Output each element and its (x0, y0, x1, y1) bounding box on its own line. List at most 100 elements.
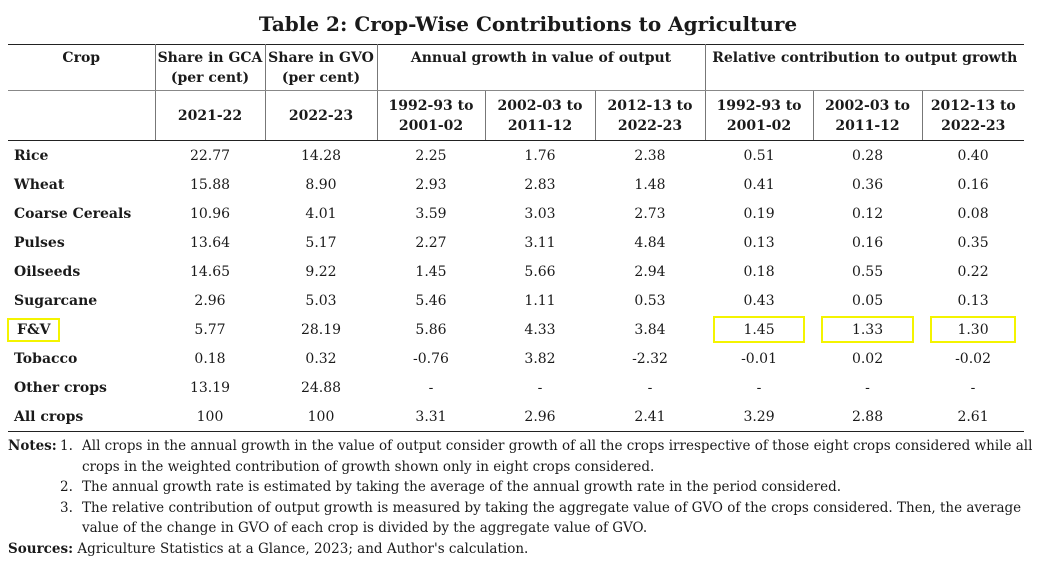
crop-name-cell: F&V (7, 315, 155, 344)
value-cell-g1: 2.27 (415, 234, 447, 251)
value-cell-r2: 0.05 (851, 292, 884, 309)
crop-name-cell: Pulses (14, 234, 65, 251)
value-cell-r1: -0.01 (741, 350, 777, 367)
header-year-gca: 2021-22 (154, 90, 265, 141)
header-contrib-period-1: 1992-93 to 2001-02 (704, 90, 814, 141)
value-cell-r1: 0.18 (743, 263, 775, 280)
value-cell-r2: 0.02 (851, 350, 884, 367)
note-2: 2. The annual growth rate is estimated b… (8, 477, 1038, 498)
notes: Notes: 1. All crops in the annual growth… (8, 436, 1038, 559)
header-contrib-period-2: 2002-03 to 2011-12 (812, 90, 923, 141)
value-cell-r1: 0.41 (743, 176, 775, 193)
header-growth-period-2: 2002-03 to 2011-12 (484, 90, 595, 141)
value-cell-gca: 100 (155, 402, 265, 432)
value-cell-gca: 10.96 (189, 205, 231, 222)
note-number: 1. (60, 438, 73, 454)
table-row: Tobacco 0.18 0.32 -0.76 3.82 -2.32 -0.01 0.02 -0… (8, 344, 1024, 373)
table-row: All crops 100 100 3.31 2.96 2.41 3.29 2.88 2.61 (8, 402, 1025, 432)
header-growth-period-3: 2012-13 to 2022-23 (594, 90, 706, 141)
value-cell-g2: 3.11 (524, 234, 556, 251)
highlight-fv-label: F&V (7, 317, 61, 342)
value-cell-g1: 2.93 (415, 176, 447, 193)
value-cell-g3: - (647, 379, 653, 396)
value-cell-r2: - (865, 379, 870, 396)
value-cell-r1: 0.19 (743, 205, 775, 222)
value-cell-r2: 0.28 (851, 147, 884, 164)
header-annual-growth: Annual growth in value of output (376, 44, 706, 91)
table-row: Oilseeds 14.65 9.22 1.45 5.66 2.94 0.18 0.55 0.2… (8, 257, 1024, 286)
value-cell-g3: 2.41 (595, 402, 706, 432)
value-cell-r1: 1.45 (743, 321, 775, 338)
table-title: Table 2: Crop-Wise Contributions to Agri… (258, 12, 798, 36)
header-crop: Crop (8, 44, 155, 91)
value-cell-gca: 5.77 (194, 321, 226, 338)
note-text: The annual growth rate is estimated by t… (82, 479, 842, 495)
value-cell-g3: 1.48 (634, 176, 666, 193)
value-cell-r3: 0.22 (957, 263, 989, 280)
header-row-1: Crop Share in GCA (per cent) Share in GV… (8, 44, 1025, 91)
value-cell-r2: 0.55 (851, 263, 884, 280)
notes-label: Notes: (8, 438, 57, 454)
value-cell-g3: 3.84 (634, 321, 666, 338)
value-cell-g2: 3.82 (524, 350, 556, 367)
crop-name-cell: All crops (8, 402, 155, 432)
value-cell-g1: 5.86 (415, 321, 447, 338)
header-share-gvo: Share in GVO (per cent) (264, 44, 377, 91)
table-row: Other crops 13.19 24.88 - - - - - - (8, 373, 1024, 402)
document: Table 2: Crop-Wise Contributions to Agri… (7, 4, 1048, 559)
value-cell-g3: 4.84 (634, 234, 666, 251)
value-cell-g3: 2.38 (634, 147, 666, 164)
note-3: 3. The relative contribution of output g… (8, 498, 1038, 539)
table-row: Coarse Cereals 10.96 4.01 3.59 3.03 2.73 0.19 0… (8, 199, 1024, 228)
value-cell-gca: 14.65 (189, 263, 231, 280)
value-cell-g1: 3.59 (415, 205, 447, 222)
value-cell-gca: 22.77 (189, 147, 231, 164)
value-cell-gca: 15.88 (189, 176, 231, 193)
value-cell-r3: -0.02 (955, 350, 991, 367)
value-cell-r2: 2.88 (813, 402, 923, 432)
value-cell-r3: - (970, 379, 976, 396)
value-cell-r3: 0.16 (957, 176, 989, 193)
table-row: Pulses 13.64 5.17 2.27 3.11 4.84 0.13 0.16 0.35 (8, 228, 1024, 257)
table-row: Rice 22.77 14.28 2.25 1.76 2.38 0.51 0.28 0.40 (8, 141, 1024, 171)
value-cell-gvo: 28.19 (300, 321, 342, 338)
value-cell-r2: 0.16 (851, 234, 884, 251)
note-number: 3. (60, 499, 73, 516)
header-growth-period-1: 1992-93 to 2001-02 (376, 90, 485, 141)
table-row: Wheat 15.88 8.90 2.93 2.83 1.48 0.41 0.36 0.16 (8, 170, 1024, 199)
value-cell-r3: 0.35 (957, 234, 989, 251)
value-cell-r3: 2.61 (922, 402, 1025, 432)
value-cell-g3: 0.53 (634, 292, 666, 309)
value-cell-gca: 2.96 (194, 292, 226, 309)
sources: Sources: Agriculture Statistics at a Gla… (8, 539, 1038, 560)
value-cell-gca: 13.19 (189, 379, 231, 396)
value-cell-g2: - (537, 379, 543, 396)
value-cell-g3: -2.32 (632, 350, 668, 367)
table-row: Sugarcane 2.96 5.03 5.46 1.11 0.53 0.43 0.05 0.1… (8, 286, 1024, 315)
crop-name-cell: Other crops (14, 379, 107, 396)
value-cell-g1: -0.76 (413, 350, 449, 367)
value-cell-g3: 2.73 (634, 205, 666, 222)
value-cell-r1: 3.29 (705, 402, 814, 432)
header-year-gvo: 2022-23 (264, 90, 377, 141)
value-cell-gvo: 8.90 (305, 176, 337, 193)
value-cell-gca: 0.18 (194, 350, 226, 367)
value-cell-gvo: 9.22 (305, 263, 337, 280)
value-cell-gvo: 0.32 (305, 350, 337, 367)
header-share-gca: Share in GCA (per cent) (154, 44, 265, 91)
crop-name-cell: Sugarcane (14, 292, 98, 309)
value-cell-g2: 4.33 (524, 321, 556, 338)
header-contrib-period-3: 2012-13 to 2022-23 (921, 90, 1025, 141)
value-cell-g2: 3.03 (524, 205, 556, 222)
value-cell-r3: 0.13 (957, 292, 989, 309)
value-cell-gvo: 24.88 (300, 379, 342, 396)
value-cell-gvo: 5.03 (305, 292, 337, 309)
value-cell-gvo: 5.17 (305, 234, 337, 251)
value-cell-g2: 5.66 (524, 263, 556, 280)
value-cell-g1: 5.46 (415, 292, 447, 309)
value-cell-r2: 0.12 (851, 205, 884, 222)
value-cell-r1: - (756, 379, 762, 396)
note-1: Notes: 1. All crops in the annual growth… (8, 436, 1038, 477)
value-cell-g2: 2.83 (524, 176, 556, 193)
value-cell-g2: 1.11 (524, 292, 556, 309)
